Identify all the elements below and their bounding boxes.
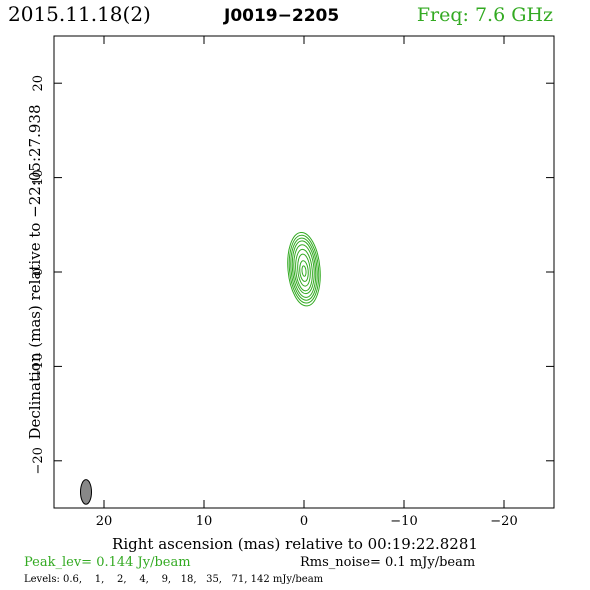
contour-level-2 <box>290 237 318 301</box>
source-name: J0019−2205 <box>223 6 339 26</box>
y-axis-label: Declination (mas) relative to −22:05:27.… <box>26 104 44 439</box>
contour-level-9 <box>293 244 315 295</box>
y-tick-label: −10 <box>31 353 46 380</box>
x-tick-label: −10 <box>390 514 417 529</box>
peak-level: Peak_lev= 0.144 Jy/beam <box>24 555 191 570</box>
beam-ellipse <box>80 479 92 505</box>
contour-level-0_6 <box>287 231 321 307</box>
y-tick-label: 10 <box>31 169 46 186</box>
x-tick-label: −20 <box>490 514 517 529</box>
y-tick-label: 0 <box>31 268 46 276</box>
x-tick-label: 10 <box>196 514 213 529</box>
axis-ticks: 20 10 0 −10 −20 20 10 0 −10 −20 <box>31 36 554 529</box>
contour-group <box>287 231 321 307</box>
frequency-label: Freq: 7.6 GHz <box>417 4 553 26</box>
contour-level-142 <box>301 265 307 277</box>
contour-level-35 <box>297 253 311 287</box>
observation-date: 2015.11.18(2) <box>8 2 151 26</box>
contour-level-1 <box>288 234 320 304</box>
x-tick-label: 0 <box>300 514 308 529</box>
x-axis-label: Right ascension (mas) relative to 00:19:… <box>112 535 478 553</box>
contour-level-71 <box>299 260 309 282</box>
y-tick-label: −20 <box>31 447 46 474</box>
x-tick-label: 20 <box>96 514 113 529</box>
plot-frame <box>53 35 555 509</box>
contour-level-4 <box>291 240 317 298</box>
rms-noise: Rms_noise= 0.1 mJy/beam <box>300 555 475 570</box>
y-tick-label: 20 <box>31 75 46 92</box>
contour-level-18 <box>295 248 313 292</box>
contour-levels: Levels: 0.6, 1, 2, 4, 9, 18, 35, 71, 142… <box>24 574 324 585</box>
